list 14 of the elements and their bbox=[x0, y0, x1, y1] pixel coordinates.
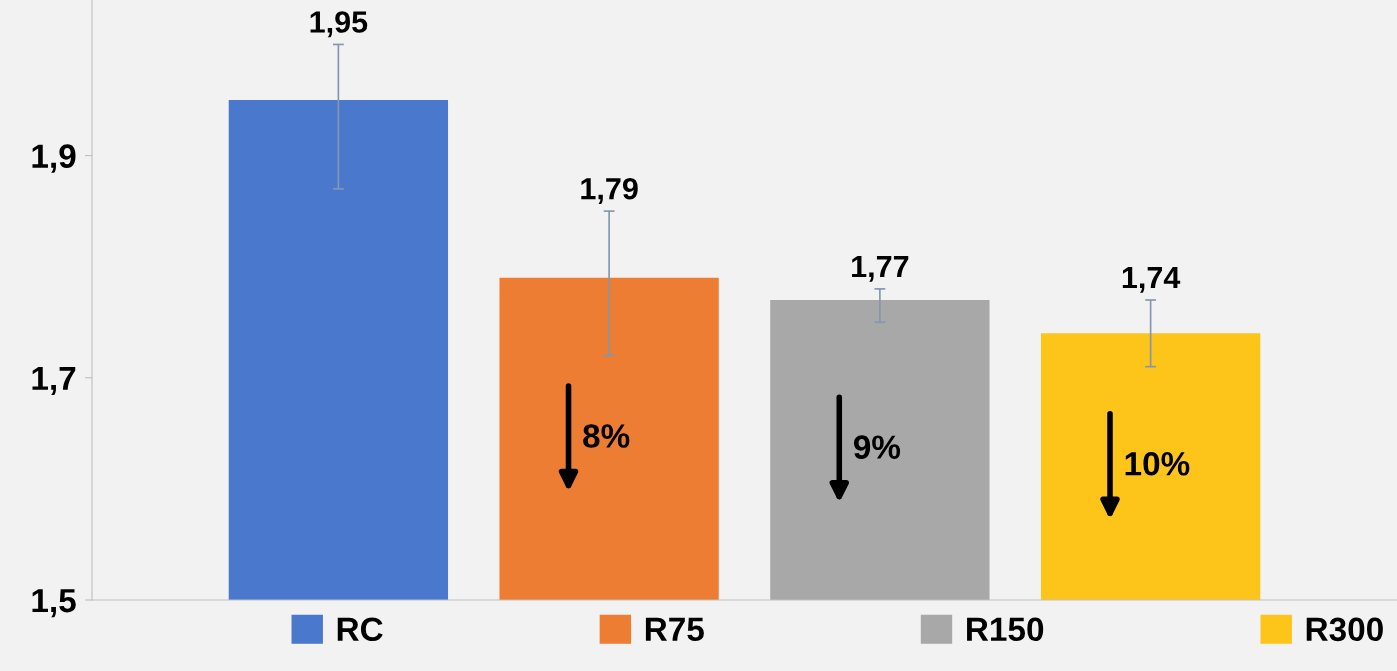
data-label: 1,79 bbox=[581, 177, 638, 204]
y-tick-label: 1,9 bbox=[32, 144, 76, 173]
annotation: 8% bbox=[583, 424, 630, 448]
annotation: 10% bbox=[1125, 452, 1190, 476]
y-tick-label: 1,7 bbox=[32, 366, 76, 396]
y-tick-label: 1,5 bbox=[32, 589, 76, 618]
data-label: 1,74 bbox=[1122, 267, 1181, 293]
legend-label: RC bbox=[337, 617, 383, 642]
data-label: 1,95 bbox=[310, 11, 368, 38]
annotation: 9% bbox=[853, 435, 901, 459]
legend-label: R75 bbox=[645, 617, 704, 642]
legend-label: R150 bbox=[967, 617, 1044, 642]
data-label: 1,77 bbox=[852, 255, 909, 282]
legend-label: R300 bbox=[1306, 617, 1383, 642]
